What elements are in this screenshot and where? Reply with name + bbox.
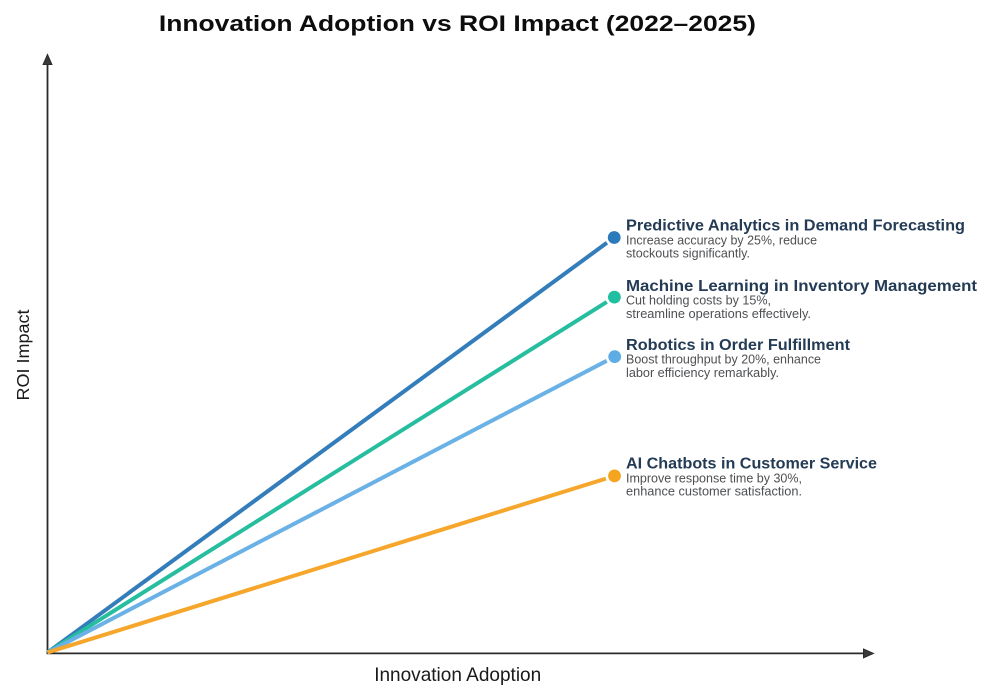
svg-text:Boost throughput by 20%, enhan: Boost throughput by 20%, enhance [626, 352, 821, 367]
svg-text:Improve response time by 30%,: Improve response time by 30%, [626, 470, 802, 485]
svg-text:Predictive Analytics in Demand: Predictive Analytics in Demand Forecasti… [626, 218, 965, 235]
svg-text:Robotics in Order Fulfillment: Robotics in Order Fulfillment [626, 337, 851, 354]
svg-text:stockouts significantly.: stockouts significantly. [626, 246, 750, 261]
svg-text:AI Chatbots in Customer Servic: AI Chatbots in Customer Service [626, 455, 877, 472]
svg-text:ROI Impact: ROI Impact [13, 309, 33, 400]
svg-text:Machine Learning in Inventory: Machine Learning in Inventory Management [626, 278, 978, 295]
svg-text:Innovation Adoption vs ROI Imp: Innovation Adoption vs ROI Impact (2022–… [159, 11, 756, 36]
svg-text:streamline operations effectiv: streamline operations effectively. [626, 306, 811, 321]
svg-text:Increase accuracy by 25%, redu: Increase accuracy by 25%, reduce [626, 233, 817, 248]
svg-text:labor efficiency remarkably.: labor efficiency remarkably. [626, 365, 779, 380]
svg-text:enhance customer satisfaction.: enhance customer satisfaction. [626, 483, 802, 498]
svg-text:Innovation Adoption: Innovation Adoption [374, 664, 541, 686]
svg-text:Cut holding costs by 15%,: Cut holding costs by 15%, [626, 293, 771, 308]
